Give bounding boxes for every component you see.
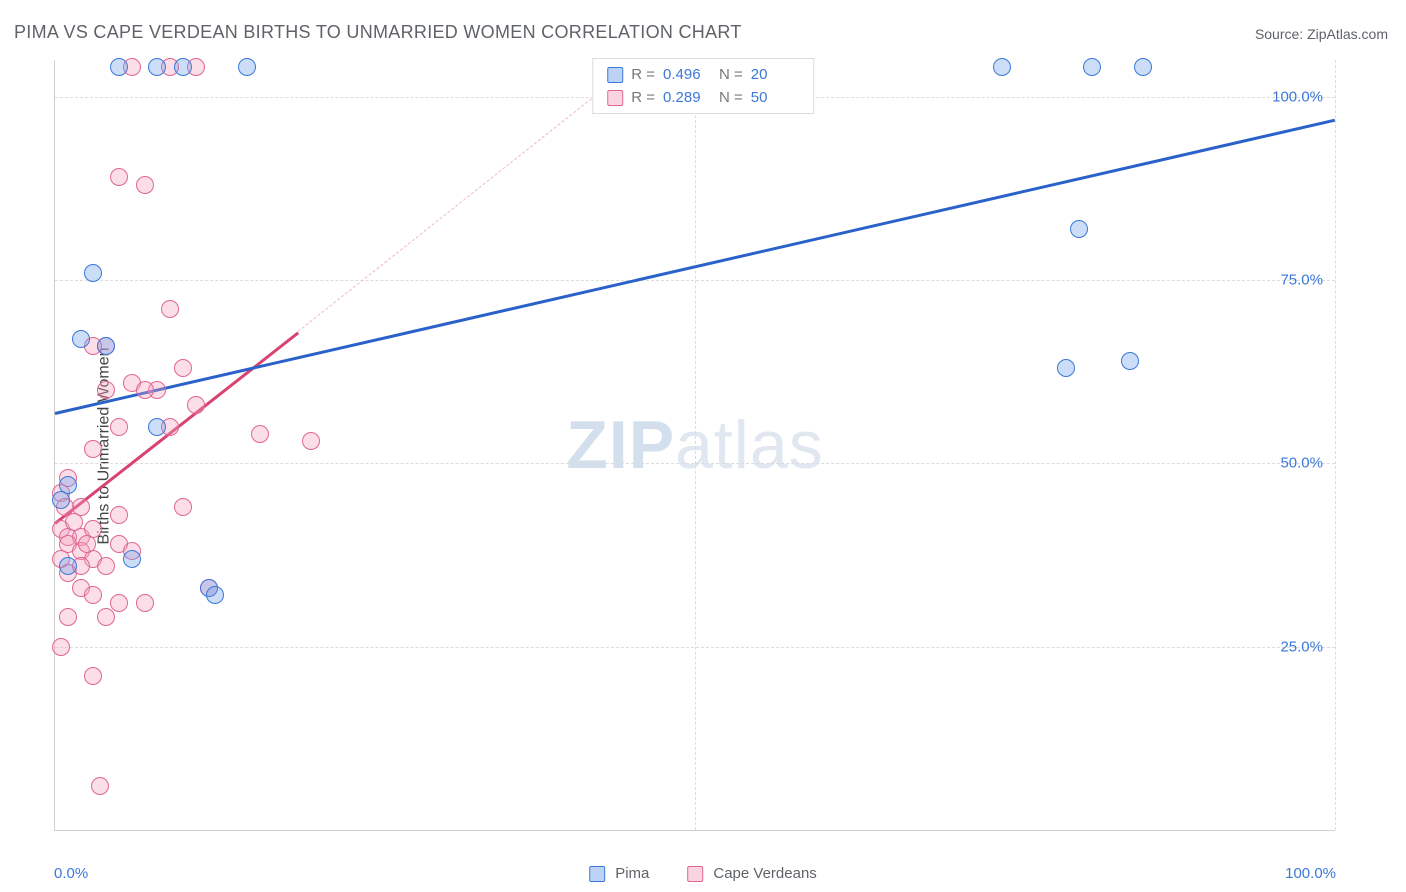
data-point-cape <box>302 432 320 450</box>
watermark-bold: ZIP <box>566 407 675 483</box>
legend-row-pima: R = 0.496 N = 20 <box>593 63 813 86</box>
data-point-cape <box>136 594 154 612</box>
data-point-cape <box>65 513 83 531</box>
data-point-pima <box>1083 58 1101 76</box>
cape-swatch-icon <box>687 866 703 882</box>
pima-legend-label: Pima <box>615 865 649 882</box>
pima-swatch-icon <box>589 866 605 882</box>
data-point-cape <box>161 300 179 318</box>
source-attribution: Source: ZipAtlas.com <box>1255 26 1388 42</box>
y-tick-label: 75.0% <box>1280 272 1323 289</box>
data-point-cape <box>97 608 115 626</box>
x-tick-max: 100.0% <box>1285 865 1336 882</box>
data-point-cape <box>187 396 205 414</box>
gridline-v <box>1335 60 1336 830</box>
data-point-pima <box>174 58 192 76</box>
data-point-pima <box>238 58 256 76</box>
watermark-light: atlas <box>675 407 824 483</box>
data-point-pima <box>97 337 115 355</box>
data-point-cape <box>136 381 154 399</box>
data-point-cape <box>110 594 128 612</box>
y-tick-label: 100.0% <box>1272 88 1323 105</box>
n-label: N = <box>719 89 743 106</box>
data-point-pima <box>148 418 166 436</box>
n-label: N = <box>719 66 743 83</box>
x-tick-min: 0.0% <box>54 865 88 882</box>
data-point-pima <box>84 264 102 282</box>
data-point-pima <box>148 58 166 76</box>
data-point-cape <box>84 440 102 458</box>
data-point-pima <box>1121 352 1139 370</box>
r-label: R = <box>631 66 655 83</box>
y-tick-label: 50.0% <box>1280 455 1323 472</box>
n-value-pima: 20 <box>751 66 799 83</box>
r-value-cape: 0.289 <box>663 89 711 106</box>
data-point-pima <box>206 586 224 604</box>
data-point-cape <box>91 777 109 795</box>
r-value-pima: 0.496 <box>663 66 711 83</box>
legend-row-cape: R = 0.289 N = 50 <box>593 86 813 109</box>
data-point-cape <box>110 418 128 436</box>
data-point-pima <box>1134 58 1152 76</box>
chart-container: PIMA VS CAPE VERDEAN BIRTHS TO UNMARRIED… <box>0 0 1406 892</box>
data-point-pima <box>110 58 128 76</box>
r-label: R = <box>631 89 655 106</box>
data-point-pima <box>59 557 77 575</box>
data-point-cape <box>110 506 128 524</box>
chart-title: PIMA VS CAPE VERDEAN BIRTHS TO UNMARRIED… <box>14 22 742 43</box>
n-value-cape: 50 <box>751 89 799 106</box>
data-point-cape <box>110 168 128 186</box>
cape-legend-label: Cape Verdeans <box>713 865 816 882</box>
plot-area: ZIPatlas 25.0% 50.0% 75.0% 100.0% <box>54 60 1335 831</box>
data-point-cape <box>97 557 115 575</box>
data-point-cape <box>59 608 77 626</box>
data-point-pima <box>52 491 70 509</box>
cape-swatch-icon <box>607 90 623 106</box>
data-point-pima <box>72 330 90 348</box>
correlation-legend: R = 0.496 N = 20 R = 0.289 N = 50 <box>592 58 814 114</box>
y-tick-label: 25.0% <box>1280 638 1323 655</box>
pima-swatch-icon <box>607 67 623 83</box>
data-point-cape <box>78 535 96 553</box>
data-point-cape <box>84 586 102 604</box>
data-point-cape <box>84 667 102 685</box>
data-point-cape <box>136 176 154 194</box>
gridline-v <box>695 60 696 830</box>
data-point-pima <box>993 58 1011 76</box>
data-point-cape <box>174 498 192 516</box>
series-legend: Pima Cape Verdeans <box>589 865 817 882</box>
data-point-pima <box>1070 220 1088 238</box>
data-point-cape <box>251 425 269 443</box>
data-point-cape <box>52 638 70 656</box>
data-point-cape <box>97 381 115 399</box>
data-point-cape <box>174 359 192 377</box>
data-point-pima <box>123 550 141 568</box>
data-point-pima <box>1057 359 1075 377</box>
